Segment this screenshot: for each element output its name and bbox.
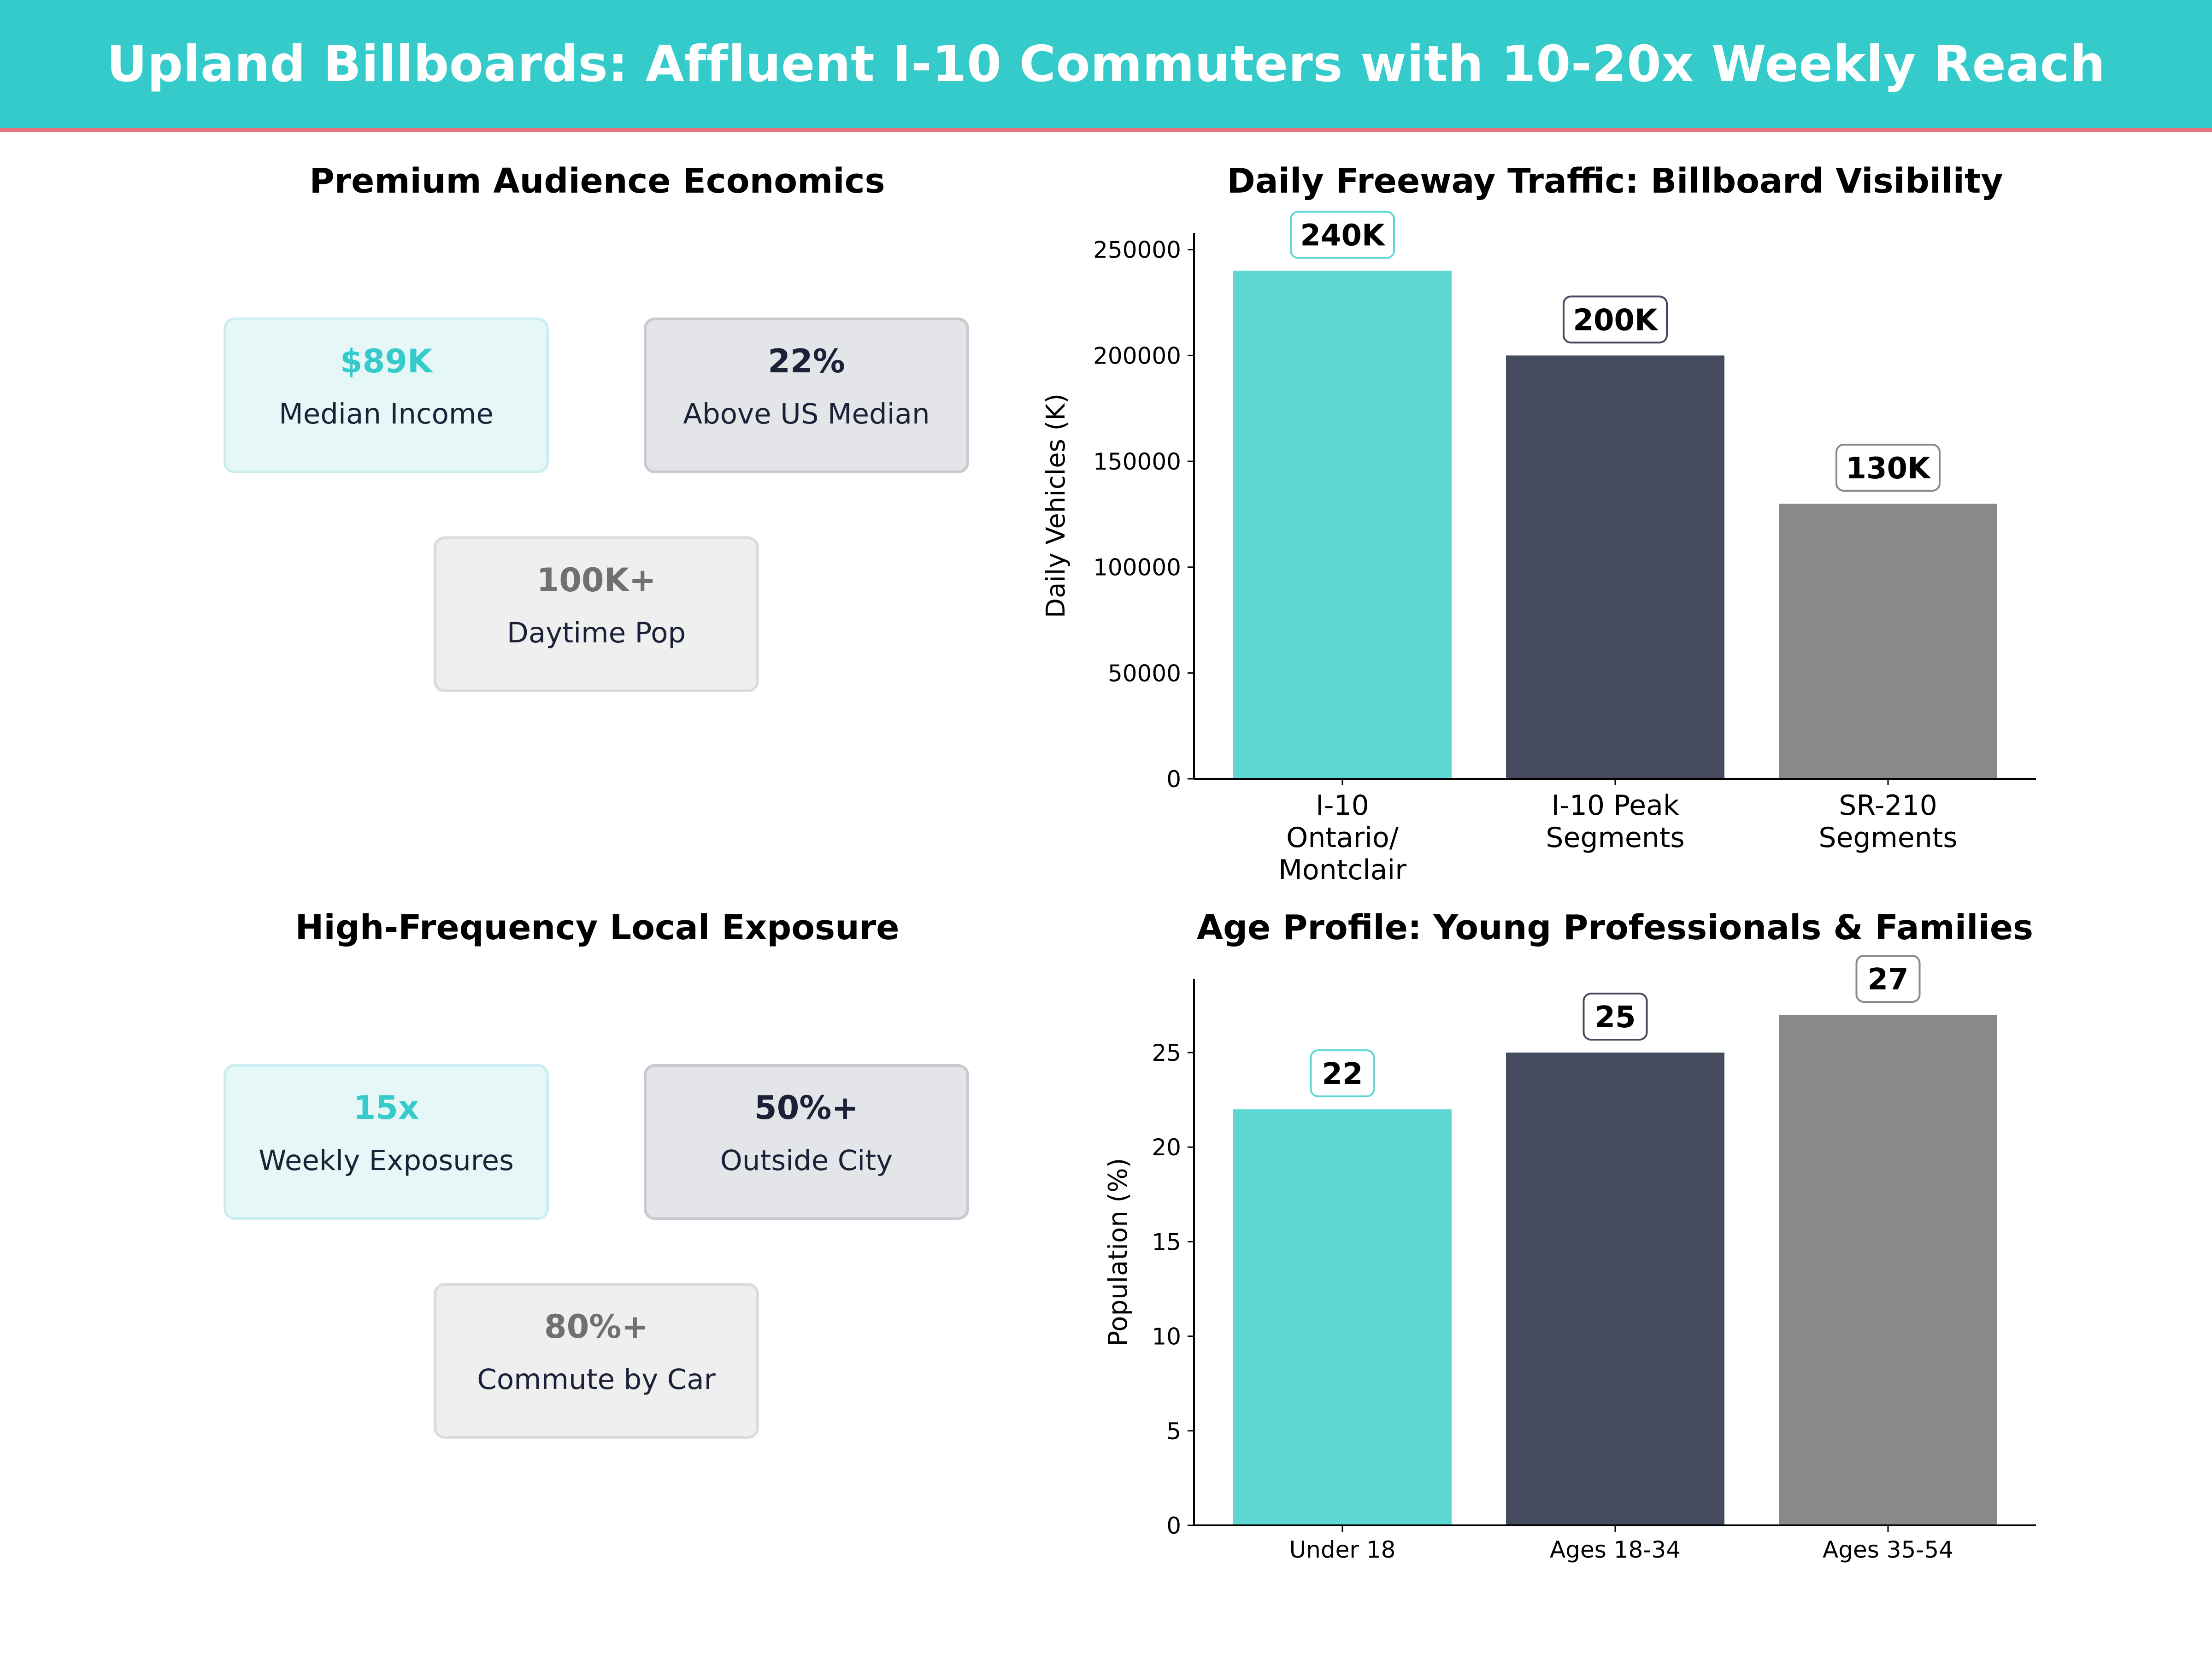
stat-value: 15x [353, 1089, 419, 1127]
stat-label: Daytime Pop [506, 617, 686, 649]
y-axis-label: Population (%) [1103, 1158, 1133, 1347]
stat-card-above-us-median: 22% Above US Median [644, 318, 969, 473]
x-tick-label: I-10 Peak [1551, 789, 1679, 822]
stat-value: 100K+ [536, 561, 656, 599]
stat-value: $89K [340, 342, 433, 380]
data-label: 200K [1573, 303, 1659, 337]
stat-value: 80%+ [544, 1308, 649, 1346]
bar [1779, 1014, 1997, 1525]
stat-label: Weekly Exposures [259, 1144, 514, 1177]
bar [1233, 1109, 1452, 1525]
stat-value: 50%+ [754, 1089, 859, 1127]
y-tick-label: 25 [1152, 1040, 1181, 1066]
y-tick-label: 10 [1152, 1324, 1181, 1350]
stat-card-commute-by-car: 80%+ Commute by Car [434, 1283, 759, 1439]
y-tick-label: 150000 [1093, 448, 1181, 475]
data-label-box [1835, 443, 1941, 492]
y-tick-label: 100000 [1093, 554, 1181, 581]
data-label-box [1289, 211, 1395, 259]
data-label-box [1310, 1049, 1375, 1098]
x-tick-label: Ages 35-54 [1823, 1536, 1953, 1563]
y-tick-label: 20 [1152, 1134, 1181, 1161]
stat-card-outside-city: 50%+ Outside City [644, 1064, 969, 1220]
bar [1506, 355, 1724, 779]
stat-label: Commute by Car [477, 1363, 716, 1396]
x-tick-label: I-10 [1316, 789, 1369, 822]
data-label: 240K [1300, 219, 1386, 253]
stat-label: Outside City [720, 1144, 893, 1177]
y-tick-label: 50000 [1108, 660, 1181, 687]
data-label: 25 [1594, 1000, 1635, 1035]
x-tick-label: Segments [1546, 822, 1684, 854]
chart-title: Daily Freeway Traffic: Billboard Visibil… [1227, 161, 2003, 201]
chart-title: Age Profile: Young Professionals & Famil… [1197, 908, 2033, 947]
x-tick-label: Ontario/ [1286, 822, 1399, 854]
data-label-box [1583, 993, 1648, 1041]
stat-value: 22% [768, 342, 845, 380]
audience-panel-title: Premium Audience Economics [309, 161, 885, 201]
exposure-panel-title: High-Frequency Local Exposure [295, 908, 900, 947]
data-label: 130K [1846, 452, 1931, 486]
page-header: Upland Billboards: Affluent I-10 Commute… [0, 0, 2212, 132]
stat-card-daytime-pop: 100K+ Daytime Pop [434, 536, 759, 692]
y-tick-label: 0 [1166, 766, 1181, 793]
x-tick-label: Under 18 [1289, 1536, 1396, 1563]
data-label: 27 [1867, 963, 1908, 997]
data-label-box [1562, 295, 1668, 344]
data-label-box [1855, 954, 1921, 1003]
stat-label: Median Income [279, 398, 494, 430]
bar [1779, 503, 1997, 779]
x-tick-label: Ages 18-34 [1550, 1536, 1681, 1563]
stat-label: Above US Median [683, 398, 930, 430]
bar [1506, 1053, 1724, 1525]
y-tick-label: 5 [1166, 1418, 1181, 1445]
stat-card-median-income: $89K Median Income [224, 318, 549, 473]
y-tick-label: 200000 [1093, 342, 1181, 369]
page-title: Upland Billboards: Affluent I-10 Commute… [106, 35, 2106, 93]
bar [1233, 271, 1452, 779]
data-label: 22 [1322, 1057, 1363, 1091]
x-tick-label: Segments [1818, 822, 1957, 854]
y-tick-label: 250000 [1093, 237, 1181, 264]
y-tick-label: 15 [1152, 1229, 1181, 1255]
y-tick-label: 0 [1166, 1512, 1181, 1539]
x-tick-label: Montclair [1278, 854, 1406, 886]
y-axis-label: Daily Vehicles (K) [1041, 394, 1071, 618]
stat-card-weekly-exposures: 15x Weekly Exposures [224, 1064, 549, 1220]
x-tick-label: SR-210 [1839, 789, 1937, 822]
